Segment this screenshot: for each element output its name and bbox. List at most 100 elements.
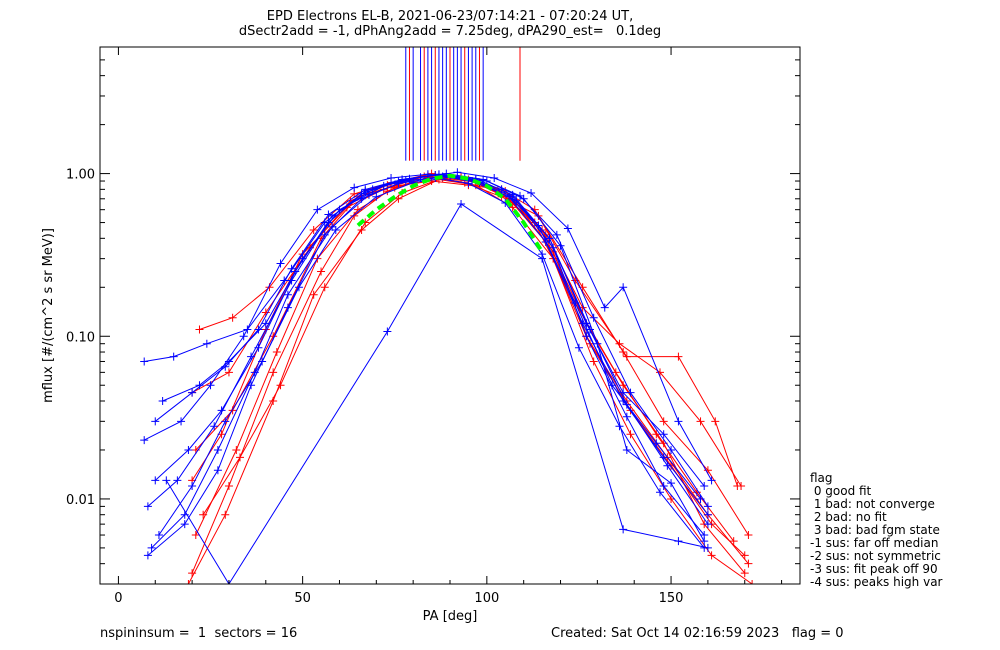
blue-series-line xyxy=(158,176,705,542)
blue-series-line xyxy=(147,173,709,525)
blue-data-point xyxy=(703,502,712,511)
y-tick-label: 0.01 xyxy=(66,493,95,508)
red-data-point xyxy=(711,417,720,426)
blue-data-point xyxy=(188,388,197,397)
blue-data-point xyxy=(158,396,167,405)
blue-data-point xyxy=(490,173,499,182)
x-tick-label: 150 xyxy=(659,591,684,606)
red-data-point xyxy=(221,510,230,519)
blue-data-point xyxy=(177,417,186,426)
blue-series-line xyxy=(147,177,705,556)
legend-item: 1 bad: not converge xyxy=(810,497,935,511)
blue-data-point xyxy=(398,175,407,184)
red-data-point xyxy=(589,357,598,366)
blue-data-point xyxy=(622,412,631,421)
footer-spin-info: nspininsum = 1 sectors = 16 xyxy=(100,626,298,641)
chart-title-line-1: EPD Electrons EL-B, 2021-06-23/07:14:21 … xyxy=(266,9,634,24)
blue-data-point xyxy=(287,264,296,273)
blue-data-point xyxy=(589,313,598,322)
blue-data-point xyxy=(667,479,676,488)
red-data-point xyxy=(272,348,281,357)
blue-data-point xyxy=(383,327,392,336)
red-data-point xyxy=(184,580,193,584)
red-data-point xyxy=(740,569,749,578)
red-data-point xyxy=(232,445,241,454)
blue-data-point xyxy=(350,183,359,192)
axes: 0 50 100 150 0.01 0.10 1.00 PA [deg] mflux [#/(c… xyxy=(41,47,800,624)
blue-data-point xyxy=(659,430,668,439)
blue-data-point xyxy=(180,520,189,529)
blue-data-point xyxy=(154,531,163,540)
blue-data-point xyxy=(169,352,178,361)
blue-data-point xyxy=(162,476,171,485)
y-tick-label: 0.10 xyxy=(66,330,95,345)
red-data-point xyxy=(357,226,366,235)
red-data-point xyxy=(619,381,628,390)
red-data-point xyxy=(744,531,753,540)
blue-data-point xyxy=(700,537,709,546)
blue-data-point xyxy=(324,218,333,227)
blue-data-point xyxy=(283,303,292,312)
red-data-point xyxy=(317,267,326,276)
blue-data-point xyxy=(659,482,668,491)
blue-data-point xyxy=(188,482,197,491)
blue-data-point xyxy=(538,250,547,259)
red-data-point xyxy=(320,283,329,292)
red-data-point xyxy=(276,381,285,390)
blue-data-point xyxy=(703,510,712,519)
blue-data-point xyxy=(552,230,561,239)
blue-data-point xyxy=(224,357,233,366)
x-axis-label: PA [deg] xyxy=(423,609,478,624)
blue-data-point xyxy=(320,230,329,239)
blue-data-point xyxy=(254,325,263,334)
blue-data-point xyxy=(213,445,222,454)
blue-data-point xyxy=(151,476,160,485)
red-data-point xyxy=(228,313,237,322)
blue-data-point xyxy=(283,290,292,299)
y-axis-label: mflux [#/(cm^2 s sr MeV)] xyxy=(41,228,56,403)
red-data-point xyxy=(748,580,757,584)
legend-item: -3 sus: fit peak off 90 xyxy=(810,562,938,576)
x-tick-label: 100 xyxy=(474,591,499,606)
red-data-point xyxy=(508,203,517,212)
red-data-point xyxy=(309,290,318,299)
blue-data-point xyxy=(479,175,488,184)
red-data-point xyxy=(191,531,200,540)
red-data-point xyxy=(224,482,233,491)
red-data-point xyxy=(309,226,318,235)
blue-data-point xyxy=(700,543,709,552)
blue-data-point xyxy=(674,417,683,426)
blue-data-point xyxy=(464,179,473,188)
blue-data-point xyxy=(372,192,381,201)
y-tick-label: 1.00 xyxy=(66,168,95,183)
red-data-point xyxy=(656,368,664,377)
red-data-point xyxy=(652,430,661,439)
red-data-point xyxy=(659,417,668,426)
blue-data-point xyxy=(173,476,182,485)
blue-data-point xyxy=(361,185,370,194)
blue-data-point xyxy=(619,525,628,534)
blue-data-point xyxy=(423,170,432,179)
blue-data-point xyxy=(582,332,591,341)
blue-data-point xyxy=(563,224,572,233)
blue-data-point xyxy=(663,461,672,470)
blue-data-point xyxy=(574,343,583,352)
legend-item: 2 bad: no fit xyxy=(810,510,887,524)
blue-data-point xyxy=(213,466,222,475)
blue-data-point xyxy=(202,339,211,348)
red-data-point xyxy=(740,551,749,560)
blue-data-point xyxy=(453,168,462,177)
red-data-point xyxy=(571,276,580,285)
blue-data-point xyxy=(615,422,624,431)
red-data-point xyxy=(199,510,208,519)
blue-data-point xyxy=(703,520,712,529)
red-data-point xyxy=(744,559,753,568)
blue-data-point xyxy=(379,181,388,190)
blue-data-point xyxy=(217,406,226,415)
blue-data-point xyxy=(294,283,303,292)
blue-data-point xyxy=(707,476,716,485)
blue-data-point xyxy=(140,436,149,445)
blue-data-point xyxy=(254,343,263,352)
legend-item: -2 sus: not symmetric xyxy=(810,549,941,563)
